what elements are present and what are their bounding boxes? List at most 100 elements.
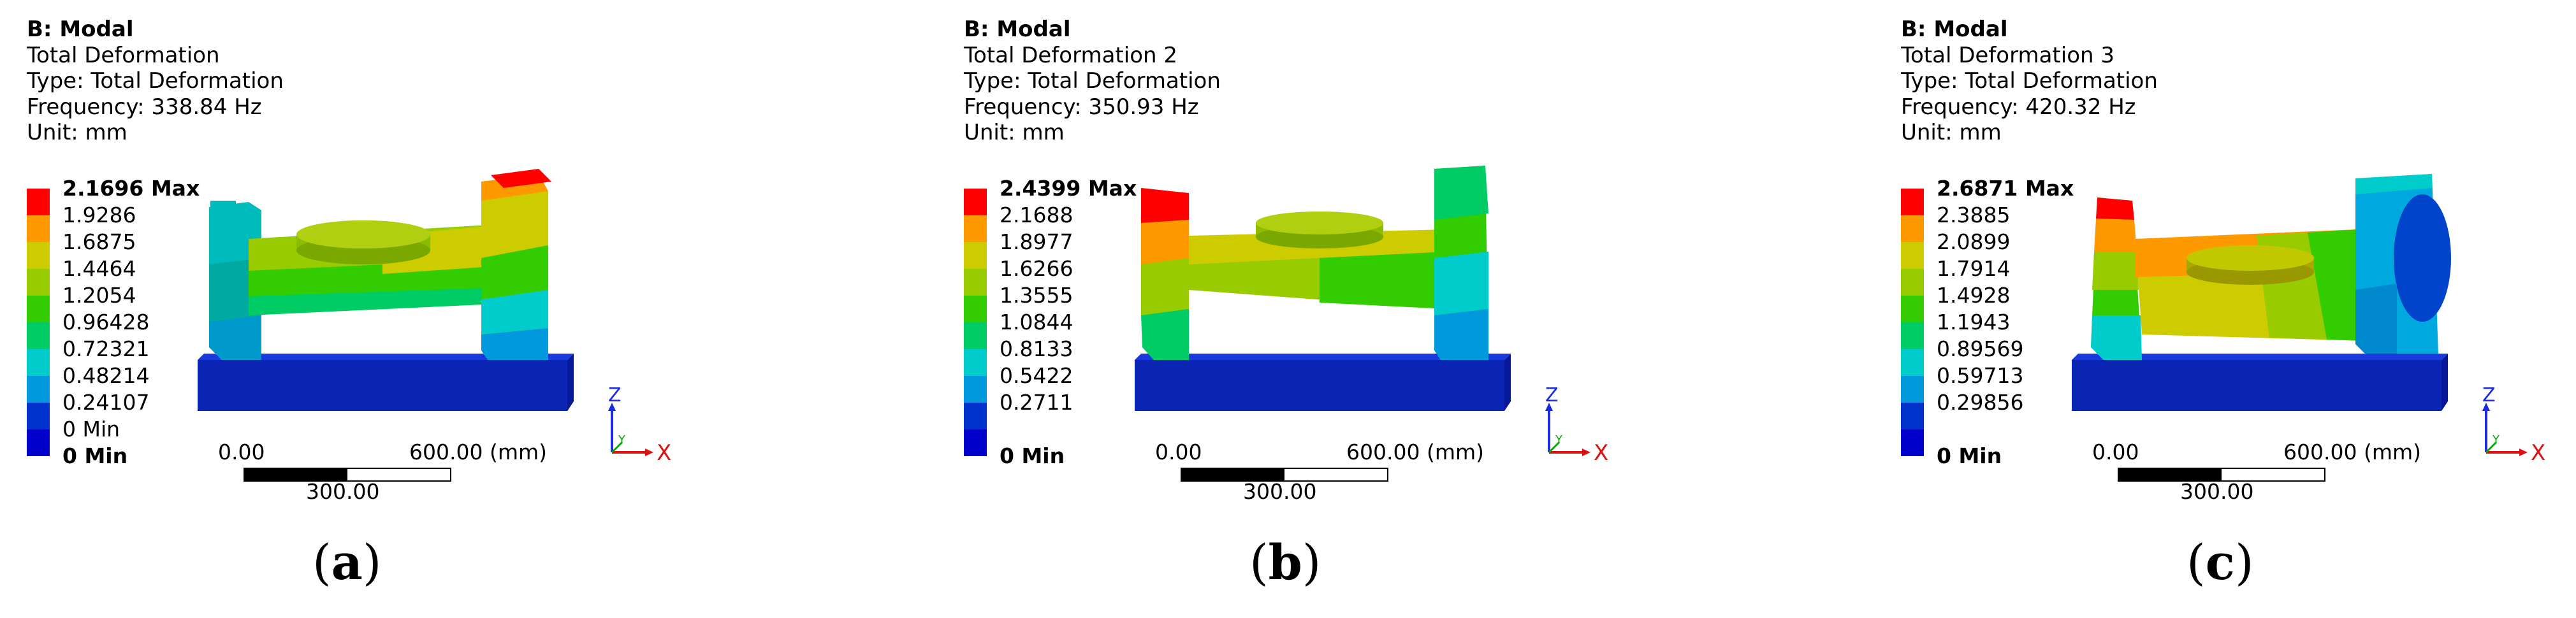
legend-label: 0.29856 [1937,390,2024,415]
legend-row [964,429,1155,456]
legend-row: 1.2054 [27,284,218,322]
scale-bar: 0.00 600.00 (mm) 300.00 [2065,440,2473,510]
panel-b: B: Modal Total Deformation 2 Type: Total… [937,0,1791,618]
triad-x-label: X [657,440,671,466]
result-name: Total Deformation 3 [1901,42,2114,68]
legend-row: 1.4928 [1901,284,2092,322]
triad-z-label: Z [1545,384,1559,406]
triad-y-label: Y [618,433,626,447]
legend-label: 0.96428 [62,310,150,334]
legend-swatch [1901,376,1924,403]
scale-end-label: 600.00 (mm) [2283,440,2421,464]
legend-swatch [964,189,987,215]
legend-row: 0.96428 [27,311,218,349]
triad-y-label: Y [1555,433,1563,447]
legend-row: 0.48214 [27,364,218,403]
analysis-title: B: Modal [27,17,134,42]
scale-end-label: 600.00 (mm) [409,440,547,464]
legend-swatch [1901,215,1924,242]
legend-label: 1.6875 [62,229,136,254]
legend-swatch [27,296,50,322]
legend-label: 0.8133 [1000,336,1073,361]
analysis-title: B: Modal [964,17,1071,42]
legend-row: 1.1943 [1901,311,2092,349]
scale-start-label: 0.00 [2092,440,2139,464]
legend-label: 0 Min [62,417,120,442]
legend-swatch [1901,429,1924,456]
legend-label: 1.1943 [1937,310,2011,334]
legend-swatch [27,349,50,376]
legend-swatch [27,189,50,215]
legend-label: 0.24107 [62,390,150,415]
subfigure-caption: (c) [2187,534,2254,591]
result-type: Type: Total Deformation [27,68,284,94]
scale-bar: 0.00 600.00 (mm) 300.00 [191,440,599,510]
legend-label: 1.6266 [1000,256,1073,281]
legend-row: 0.24107 [27,391,218,429]
legend-label: 0.59713 [1937,363,2024,388]
deformed-model-view [198,169,574,411]
legend-row: 0.8133 [964,338,1155,376]
legend-row: 1.4464 [27,257,218,296]
result-unit: Unit: mm [1901,120,2002,145]
legend-row: 1.0844 [964,311,1155,349]
legend-row: 0 Min [27,418,218,456]
legend-swatch [964,376,987,403]
legend-swatch [1901,296,1924,322]
scale-end-label: 600.00 (mm) [1346,440,1484,464]
legend-swatch [1901,242,1924,269]
legend-row: 1.9286 [27,204,218,242]
legend-row: 1.8977 [964,231,1155,269]
legend-swatch [27,376,50,403]
legend-row: 2.1688 [964,204,1155,242]
triad-z-label: Z [2482,384,2496,406]
legend-row: 2.1696 Max [27,177,218,215]
panel-c: B: Modal Total Deformation 3 Type: Total… [1874,0,2576,618]
legend-swatch [964,429,987,456]
legend-row: 1.3555 [964,284,1155,322]
legend-label: 1.3555 [1000,283,1073,308]
legend-label: 1.4928 [1937,283,2011,308]
legend-swatch [27,242,50,269]
legend-row [1901,429,2092,456]
legend-swatch [964,215,987,242]
legend-label: 1.7914 [1937,256,2011,281]
legend-row: 0.29856 [1901,391,2092,429]
subfigure-caption: (b) [1249,534,1321,591]
legend-row: 2.4399 Max [964,177,1155,215]
deformed-model-view [2072,174,2451,411]
legend-row: 0.72321 [27,338,218,376]
scale-bar: 0.00 600.00 (mm) 300.00 [1128,440,1536,510]
legend-row: 0.5422 [964,364,1155,403]
legend-label: 2.0899 [1937,229,2011,254]
scale-start-label: 0.00 [218,440,265,464]
legend-row: 0.2711 [964,391,1155,429]
scale-mid-label: 300.00 [1243,479,1317,504]
scale-mid-label: 300.00 [2180,479,2254,504]
legend-row: 2.3885 [1901,204,2092,242]
scale-bar-graphic [1181,468,1388,482]
result-type: Type: Total Deformation [964,68,1221,94]
axis-triad-icon: Z Y X [1545,384,1608,466]
scale-mid-label: 300.00 [306,479,380,504]
axis-triad-icon: Z Y X [608,384,671,466]
result-frequency: Frequency: 338.84 Hz [27,94,262,120]
legend-label: 0.2711 [1000,390,1073,415]
legend-label: 1.0844 [1000,310,1073,334]
legend-min-label: 0 Min [1937,443,2002,468]
result-name: Total Deformation [27,42,220,68]
legend-swatch [964,349,987,376]
result-header: B: Modal Total Deformation Type: Total D… [27,17,284,146]
legend-swatch [27,429,50,456]
legend-max-label: 2.6871 Max [1937,176,2074,201]
axis-triad-icon: Z Y X [2482,384,2545,466]
legend-row: 1.6266 [964,257,1155,296]
result-unit: Unit: mm [964,120,1065,145]
legend-swatch [1901,322,1924,349]
legend-swatch [964,403,987,429]
legend-swatch [1901,189,1924,215]
legend-row: 2.0899 [1901,231,2092,269]
legend-swatch [964,322,987,349]
legend-swatch [964,296,987,322]
scale-bar-graphic [244,468,451,482]
